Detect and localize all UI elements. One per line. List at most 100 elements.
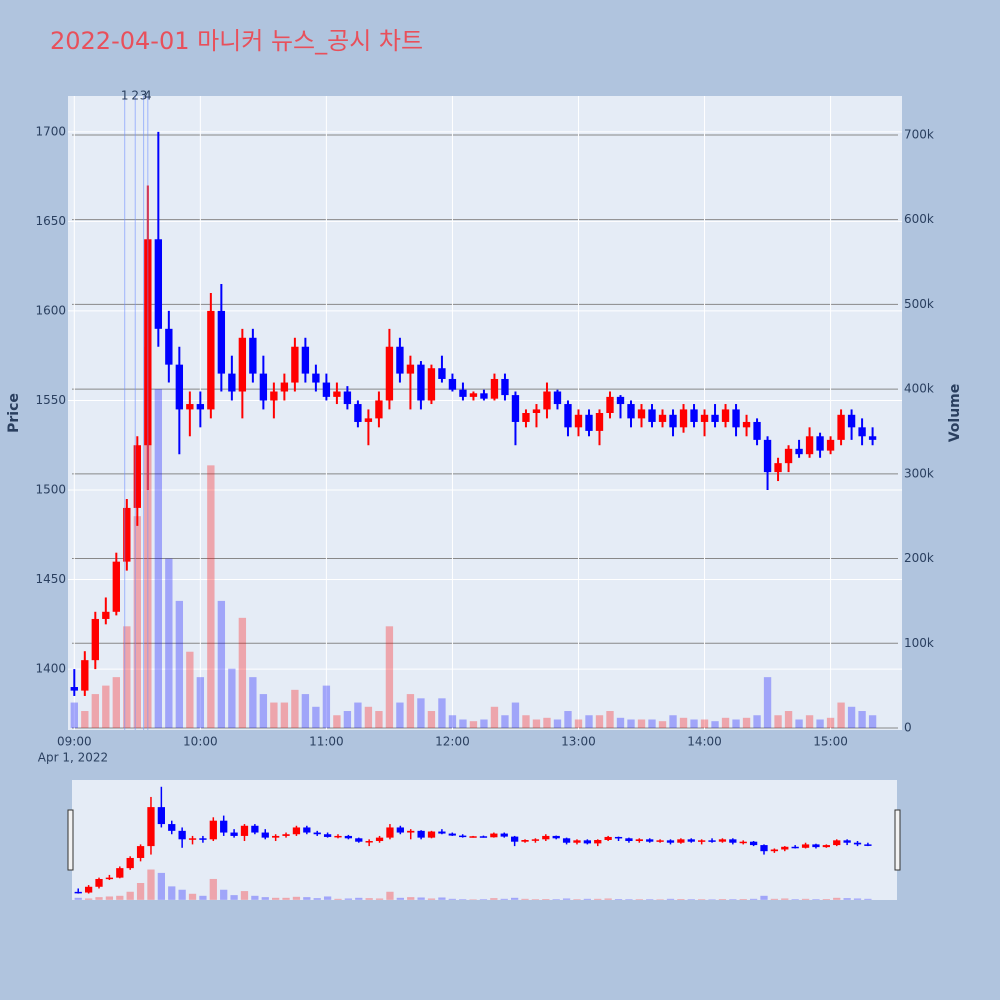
slider-candle-body: [355, 838, 363, 842]
range-slider[interactable]: [72, 780, 897, 900]
slider-volume-bar: [583, 898, 592, 900]
volume-bar: [763, 677, 772, 728]
slider-volume-bar: [635, 899, 643, 900]
volume-bar: [816, 719, 824, 728]
slider-volume-bar: [562, 898, 571, 900]
candle-body: [196, 404, 205, 410]
slider-candle-body: [105, 877, 114, 880]
volume-bar: [669, 715, 677, 728]
candle-body: [511, 395, 520, 422]
y2-tick-label: 100k: [904, 636, 934, 650]
chart-title: 2022-04-01 마니커 뉴스_공시 차트: [50, 27, 423, 55]
slider-candle-body: [635, 839, 643, 842]
slider-volume-bar: [147, 869, 155, 900]
slider-candle-body: [656, 840, 664, 842]
volume-bar: [459, 719, 467, 728]
slider-volume-bar: [469, 899, 477, 900]
slider-candle-body: [407, 830, 415, 833]
candle-body: [186, 404, 194, 410]
slider-candle-body: [375, 837, 384, 842]
volume-bar: [837, 702, 845, 728]
slider-volume-bar: [718, 899, 727, 900]
candle-body: [364, 418, 373, 422]
slider-volume-bar: [334, 898, 342, 900]
volume-bar: [658, 721, 667, 728]
slider-volume-bar: [479, 899, 488, 900]
volume-bar: [270, 702, 278, 728]
y-axis-title: Price: [6, 393, 22, 433]
slider-candle-body: [469, 836, 477, 838]
annotation-label: 4: [144, 89, 152, 103]
candle-body: [81, 660, 89, 691]
volume-bar: [228, 668, 236, 728]
slider-handle[interactable]: [894, 809, 901, 871]
slider-candle-body: [490, 833, 498, 838]
slider-volume-bar: [760, 895, 768, 900]
slider-volume-bar: [677, 899, 685, 900]
volume-bar: [154, 389, 163, 728]
slider-candle-body: [84, 886, 93, 893]
slider-volume-bar: [417, 897, 425, 900]
volume-bar: [511, 702, 520, 728]
slider-volume-bar: [303, 897, 311, 900]
candle-body: [553, 391, 562, 405]
slider-candle-body: [853, 842, 862, 845]
slider-candle-body: [438, 831, 446, 834]
slider-volume-bar: [84, 898, 93, 900]
volume-bar: [753, 715, 761, 728]
candle-body: [637, 409, 646, 419]
slider-candle-body: [292, 827, 301, 835]
candle-body: [669, 414, 677, 428]
candle-body: [711, 414, 719, 422]
candle-body: [259, 373, 268, 401]
x-tick-label: 10:00: [183, 735, 218, 749]
slider-candle-body: [864, 844, 872, 846]
volume-bar: [564, 711, 572, 728]
slider-candle-body: [147, 807, 155, 847]
slider-volume-bar: [739, 899, 747, 900]
volume-bar: [543, 717, 551, 728]
candle-body: [385, 346, 394, 401]
slider-volume-bar: [396, 897, 404, 900]
slider-volume-bar: [666, 898, 675, 900]
volume-bar: [690, 719, 698, 728]
volume-bar: [427, 711, 436, 728]
y2-tick-label: 300k: [904, 466, 934, 480]
slider-candle-body: [448, 833, 456, 836]
candle-body: [280, 382, 289, 392]
candle-body: [396, 346, 404, 374]
volume-bar: [805, 715, 814, 728]
volume-bar: [847, 706, 856, 728]
volume-bar: [448, 715, 457, 728]
volume-bar: [354, 702, 362, 728]
slider-volume-bar: [178, 889, 186, 900]
slider-candle-body: [74, 891, 82, 894]
slider-candle-body: [396, 827, 404, 833]
slider-candle-body: [614, 836, 623, 839]
slider-volume-bar: [240, 891, 249, 900]
slider-candle-body: [178, 830, 186, 840]
y2-tick-label: 200k: [904, 551, 934, 565]
slider-volume-bar: [698, 899, 706, 900]
slider-candle-body: [521, 840, 529, 842]
slider-volume-bar: [427, 898, 436, 900]
slider-volume-bar: [136, 883, 145, 900]
candle-body: [564, 404, 572, 428]
volume-bar: [102, 685, 110, 728]
candle-body: [438, 368, 446, 379]
y-tick-label: 1650: [35, 214, 66, 228]
volume-bar: [123, 626, 131, 728]
slider-volume-bar: [594, 898, 602, 900]
volume-bar: [522, 715, 530, 728]
slider-candle-body: [677, 839, 685, 843]
y-tick-label: 1450: [35, 572, 66, 586]
candle-body: [732, 409, 740, 428]
candle-body: [91, 618, 99, 661]
slider-volume-bar: [604, 898, 612, 900]
candle-body: [70, 687, 78, 691]
slider-candle-body: [708, 840, 716, 842]
volume-bar: [291, 689, 299, 728]
slider-handle[interactable]: [67, 809, 74, 871]
slider-candle-body: [251, 825, 259, 833]
candle-body: [658, 414, 667, 422]
